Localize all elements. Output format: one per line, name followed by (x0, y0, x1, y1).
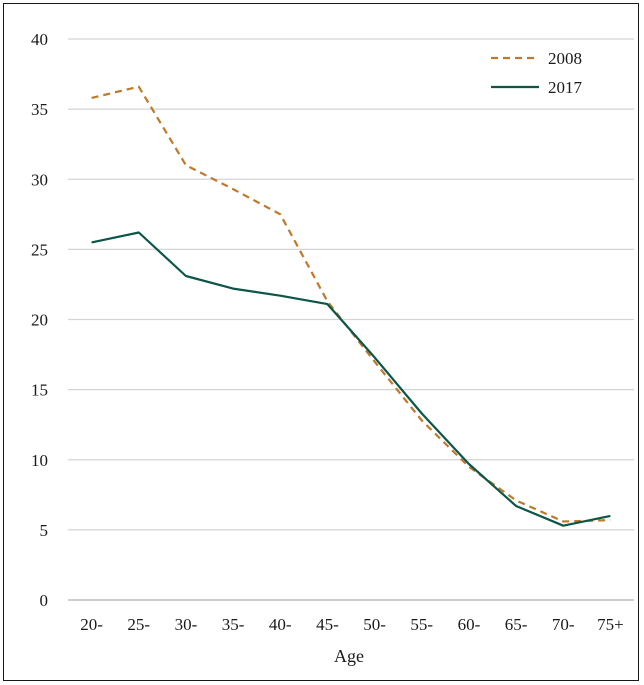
y-axis-tick-labels: 0 5 10 15 20 25 30 35 40 (31, 30, 48, 610)
x-tick-label: 20- (80, 615, 103, 634)
series-line-2017 (92, 233, 611, 526)
y-tick-label: 25 (31, 240, 48, 259)
legend-label-2008: 2008 (548, 49, 582, 68)
chart-frame: 0 5 10 15 20 25 30 35 40 20- 25- 30- 35- 40- 45- 50- 55… (3, 3, 639, 681)
x-tick-label: 65- (505, 615, 528, 634)
series-line-2008 (92, 87, 611, 522)
x-tick-label: 75+ (597, 615, 624, 634)
y-tick-label: 15 (31, 381, 48, 400)
x-tick-label: 30- (175, 615, 198, 634)
y-tick-label: 40 (31, 30, 48, 49)
x-tick-label: 60- (458, 615, 481, 634)
gridlines (68, 39, 634, 600)
x-tick-label: 50- (363, 615, 386, 634)
y-tick-label: 35 (31, 100, 48, 119)
y-tick-label: 30 (31, 170, 48, 189)
x-tick-label: 45- (316, 615, 339, 634)
legend: 2008 2017 (491, 49, 583, 97)
y-tick-label: 10 (31, 451, 48, 470)
y-tick-label: 20 (31, 311, 48, 330)
y-tick-label: 5 (40, 521, 49, 540)
x-tick-label: 35- (222, 615, 245, 634)
x-axis-tick-labels: 20- 25- 30- 35- 40- 45- 50- 55- 60- 65- 70- 75+ (80, 615, 623, 634)
line-chart: 0 5 10 15 20 25 30 35 40 20- 25- 30- 35- 40- 45- 50- 55… (4, 4, 640, 682)
x-tick-label: 70- (552, 615, 575, 634)
x-axis-title: Age (334, 646, 364, 666)
legend-label-2017: 2017 (548, 78, 583, 97)
y-tick-label: 0 (40, 591, 49, 610)
x-tick-label: 55- (410, 615, 433, 634)
x-tick-label: 40- (269, 615, 292, 634)
x-tick-label: 25- (127, 615, 150, 634)
